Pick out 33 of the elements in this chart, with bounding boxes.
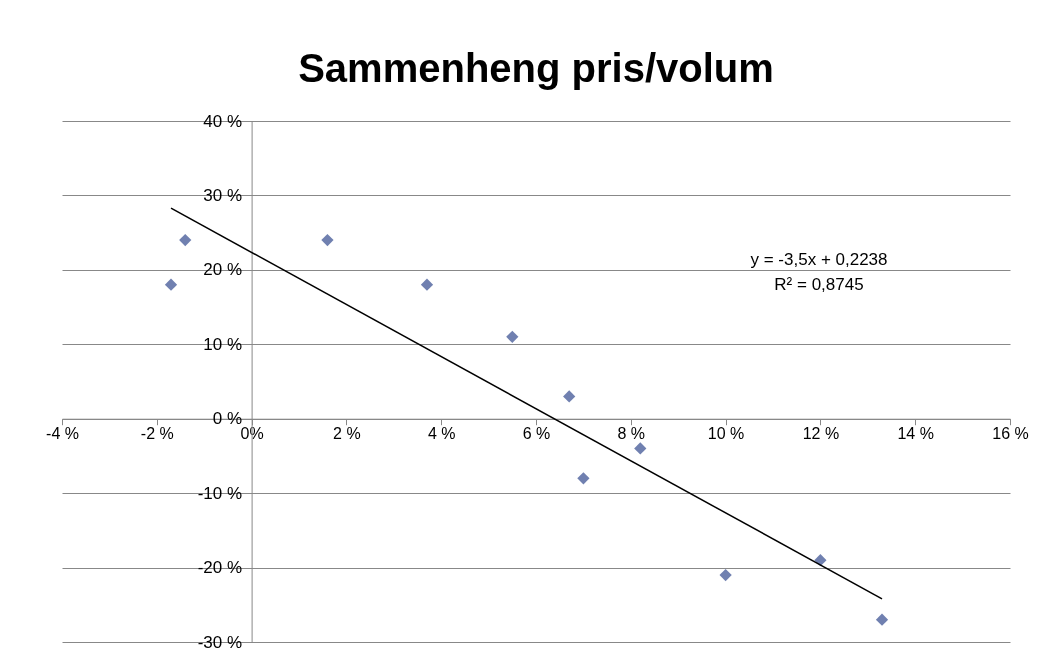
point — [563, 390, 576, 403]
point — [719, 568, 732, 582]
annotation: R² = 0,8745 — [774, 275, 864, 294]
point — [577, 472, 590, 485]
point — [875, 613, 889, 626]
annotation: y = -3,5x + 0,2238 — [750, 250, 888, 269]
x-tick-label: 8 % — [617, 425, 646, 443]
x-tick-label: 14 % — [897, 425, 934, 443]
y-tick-label: -30 % — [197, 632, 243, 652]
point — [420, 278, 434, 291]
y-tick-label: 0 % — [212, 409, 243, 429]
x-tick-label: 0% — [240, 425, 264, 443]
y-tick-label: 20 % — [203, 260, 243, 280]
y-tick-label: -20 % — [197, 558, 243, 578]
y-tick-label: 30 % — [203, 185, 243, 205]
y-tick-label: 40 % — [203, 111, 243, 131]
point — [634, 442, 647, 455]
x-tick-label: 10 % — [707, 425, 745, 443]
point — [164, 278, 178, 291]
x-tick-label: 4 % — [427, 425, 456, 443]
x-tick-label: -2 % — [140, 425, 174, 443]
x-tick-label: -4 % — [46, 425, 79, 443]
x-tick-label: 2 % — [333, 425, 361, 443]
point — [506, 330, 519, 343]
x-tick-label: 6 % — [522, 425, 551, 443]
x-tick-label: 16 % — [992, 425, 1029, 443]
point — [179, 233, 192, 247]
y-tick-label: -10 % — [197, 483, 243, 503]
point — [321, 233, 334, 247]
point — [814, 554, 827, 567]
y-tick-label: 10 % — [203, 334, 243, 354]
chart-title: Sammenheng pris/volum — [298, 46, 774, 90]
x-tick-label: 12 % — [802, 425, 840, 443]
